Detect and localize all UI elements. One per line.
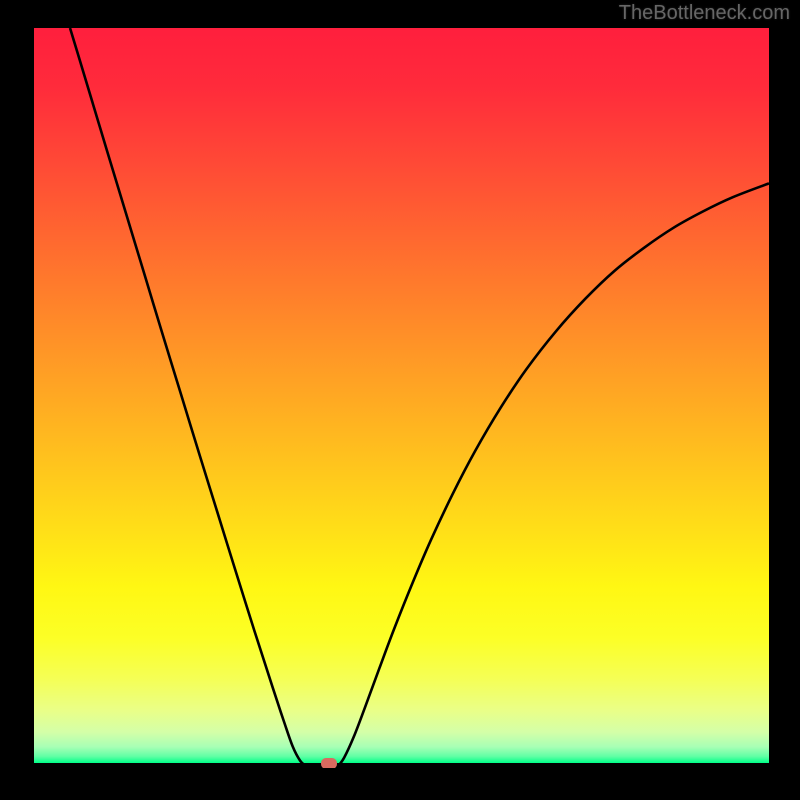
optimum-marker bbox=[321, 758, 337, 768]
plot-area bbox=[34, 28, 769, 768]
watermark-text: TheBottleneck.com bbox=[619, 2, 790, 25]
bottleneck-curve bbox=[34, 28, 769, 768]
